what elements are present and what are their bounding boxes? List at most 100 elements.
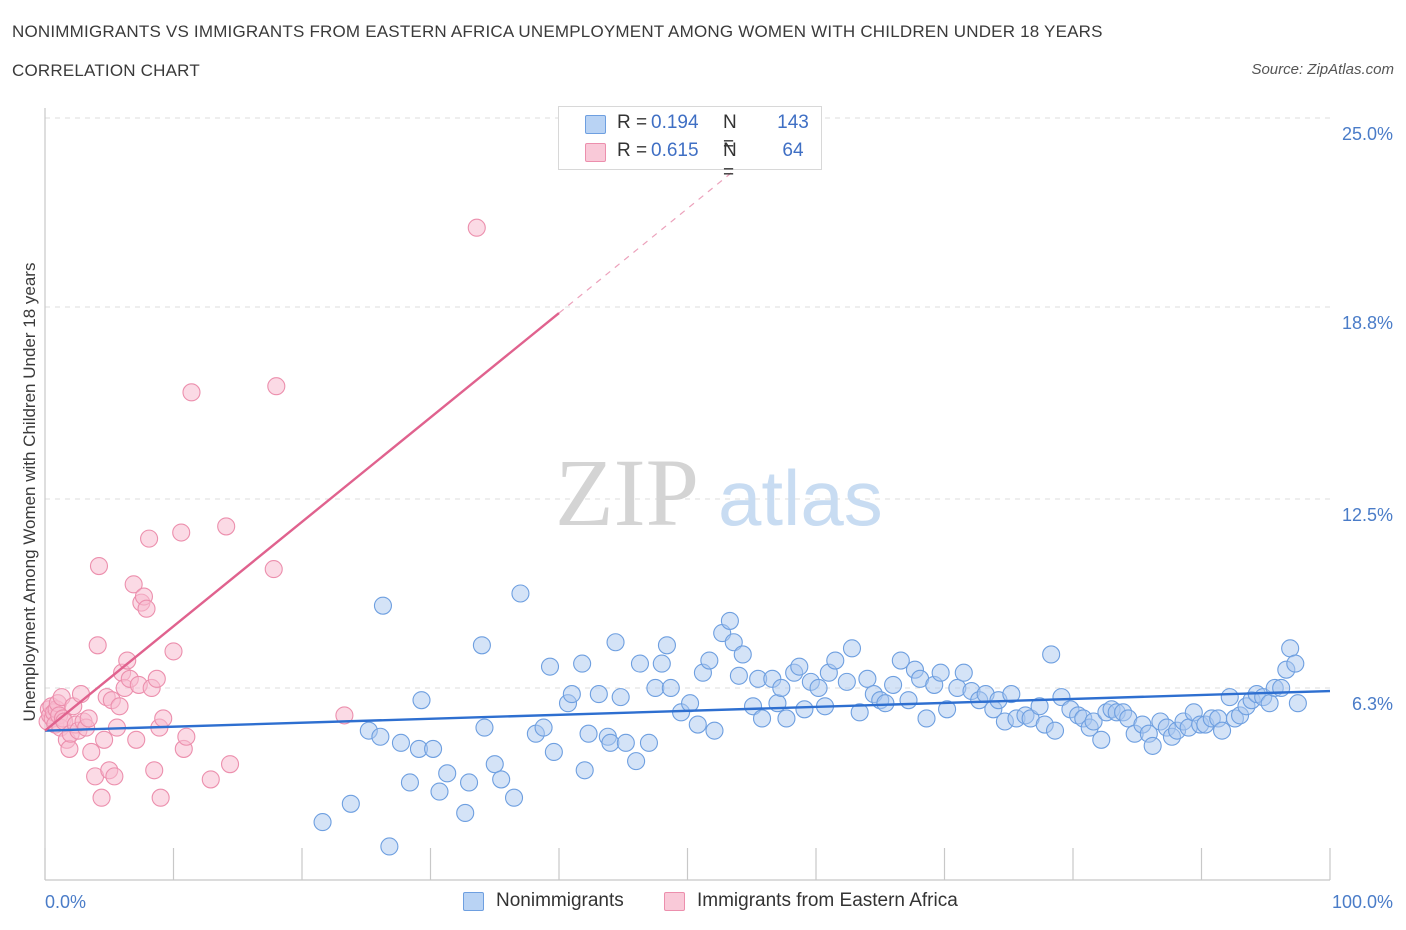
- data-point-nonimmigrants: [579, 724, 598, 743]
- data-point-nonimmigrants: [858, 669, 877, 688]
- watermark-zip: ZIP: [555, 439, 699, 546]
- data-point-nonimmigrants: [475, 718, 494, 737]
- data-point-immigrants: [110, 697, 129, 716]
- data-point-nonimmigrants: [842, 639, 862, 658]
- data-point-nonimmigrants: [729, 666, 748, 685]
- legend-swatch-pink: [585, 143, 606, 162]
- trend-line-nonimmigrants: [44, 689, 1331, 732]
- data-point-nonimmigrants: [380, 837, 399, 856]
- data-point-immigrants: [182, 383, 201, 402]
- watermark: ZIP atlas: [555, 439, 883, 546]
- data-point-nonimmigrants: [884, 675, 903, 694]
- data-point-immigrants: [60, 739, 79, 758]
- data-point-nonimmigrants: [899, 691, 918, 710]
- y-tick-label: 25.0%: [1342, 124, 1393, 144]
- data-point-immigrants: [164, 642, 183, 661]
- data-point-nonimmigrants: [459, 773, 479, 792]
- data-point-nonimmigrants: [705, 721, 724, 740]
- data-point-nonimmigrants: [826, 651, 845, 670]
- data-point-immigrants: [118, 651, 137, 670]
- bottom-legend-swatch-blue: [463, 892, 484, 911]
- data-point-nonimmigrants: [790, 657, 809, 676]
- data-point-nonimmigrants: [688, 715, 707, 734]
- trend-lines: [44, 169, 1331, 732]
- data-point-nonimmigrants: [1002, 685, 1021, 704]
- data-point-nonimmigrants: [1045, 721, 1065, 740]
- data-point-immigrants: [267, 377, 286, 396]
- data-point-immigrants: [335, 706, 354, 725]
- data-point-immigrants: [264, 560, 283, 579]
- bottom-legend-label: Nonimmigrants: [496, 890, 624, 911]
- legend-r-label: R =: [617, 112, 648, 133]
- data-point-nonimmigrants: [1092, 730, 1111, 749]
- data-point-nonimmigrants: [373, 596, 393, 615]
- correlation-legend: R = 0.194 N = 143 R = 0.615 N = 64: [558, 106, 822, 183]
- data-point-nonimmigrants: [611, 688, 630, 707]
- data-point-nonimmigrants: [400, 773, 419, 792]
- data-point-immigrants: [127, 730, 146, 749]
- data-point-immigrants: [151, 788, 170, 807]
- data-point-nonimmigrants: [534, 718, 553, 737]
- data-point-nonimmigrants: [1084, 712, 1103, 731]
- data-point-nonimmigrants: [371, 727, 390, 746]
- chart-subtitle: CORRELATION CHART: [12, 61, 200, 80]
- grid-lines: [45, 117, 1330, 689]
- x-tick-label: 100.0%: [1332, 892, 1393, 912]
- y-tick-label: 6.3%: [1352, 694, 1393, 714]
- data-point-nonimmigrants: [1143, 736, 1162, 755]
- data-point-nonimmigrants: [511, 584, 530, 603]
- data-point-nonimmigrants: [1213, 721, 1232, 740]
- data-point-nonimmigrants: [639, 733, 659, 752]
- legend-r-value: 0.194: [651, 112, 699, 133]
- y-tick-labels: 6.3% 12.5% 18.8% 25.0%: [1342, 124, 1393, 714]
- data-point-nonimmigrants: [544, 742, 563, 762]
- data-point-nonimmigrants: [485, 755, 504, 774]
- data-point-nonimmigrants: [1272, 678, 1291, 698]
- legend-n-label: N =: [723, 140, 737, 183]
- data-point-immigrants: [92, 788, 111, 807]
- legend-swatch-blue: [585, 115, 606, 134]
- data-point-nonimmigrants: [627, 752, 646, 771]
- data-point-nonimmigrants: [456, 803, 475, 822]
- chart-title: NONIMMIGRANTS VS IMMIGRANTS FROM EASTERN…: [12, 22, 1103, 41]
- data-point-immigrants: [154, 709, 173, 728]
- data-point-nonimmigrants: [341, 794, 360, 813]
- data-point-nonimmigrants: [575, 761, 594, 780]
- data-point-immigrants: [217, 517, 236, 536]
- trend-line-immigrants-extension: [558, 169, 736, 314]
- data-point-nonimmigrants: [589, 685, 608, 704]
- x-tick-label: 0.0%: [45, 892, 86, 912]
- data-point-immigrants: [88, 636, 107, 655]
- data-point-nonimmigrants: [430, 782, 449, 801]
- data-point-nonimmigrants: [891, 651, 910, 670]
- data-point-nonimmigrants: [472, 636, 491, 655]
- data-point-nonimmigrants: [616, 733, 635, 752]
- data-point-nonimmigrants: [931, 663, 950, 682]
- data-point-nonimmigrants: [795, 700, 814, 719]
- data-point-nonimmigrants: [700, 651, 719, 670]
- data-point-nonimmigrants: [562, 685, 581, 704]
- y-axis-label: Unemployment Among Women with Children U…: [20, 263, 39, 722]
- data-point-nonimmigrants: [1042, 645, 1061, 664]
- data-point-nonimmigrants: [1281, 639, 1300, 658]
- data-point-nonimmigrants: [1288, 694, 1307, 713]
- axes: [44, 108, 1331, 881]
- data-point-nonimmigrants: [412, 691, 431, 710]
- data-point-immigrants: [220, 755, 240, 774]
- data-point-nonimmigrants: [606, 633, 625, 652]
- data-point-immigrants: [201, 770, 220, 789]
- data-point-immigrants: [82, 742, 101, 762]
- data-point-immigrants: [124, 575, 143, 594]
- blue-series-points: [313, 584, 1307, 856]
- data-point-nonimmigrants: [601, 733, 620, 752]
- data-point-nonimmigrants: [850, 703, 869, 722]
- data-point-nonimmigrants: [954, 663, 973, 682]
- data-point-immigrants: [147, 669, 166, 688]
- data-point-nonimmigrants: [657, 636, 676, 655]
- data-point-nonimmigrants: [492, 770, 511, 789]
- data-point-nonimmigrants: [424, 739, 443, 758]
- data-point-immigrants: [177, 727, 196, 746]
- legend-n-value: 143: [777, 112, 809, 133]
- bottom-legend-label: Immigrants from Eastern Africa: [697, 890, 958, 911]
